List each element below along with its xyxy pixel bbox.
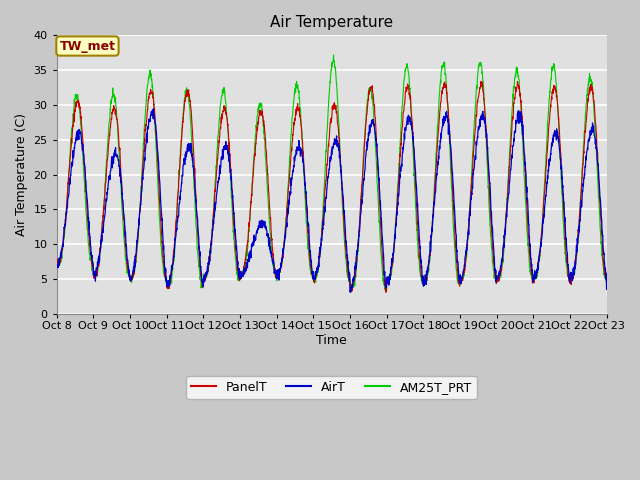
AM25T_PRT	[53, 262, 61, 268]
PanelT	[382, 289, 390, 295]
AirT	[150, 106, 157, 111]
PanelT	[348, 286, 355, 292]
AirT	[53, 263, 61, 269]
AM25T_PRT	[603, 276, 611, 281]
AirT	[492, 267, 500, 273]
Title: Air Temperature: Air Temperature	[270, 15, 393, 30]
PanelT	[360, 158, 367, 164]
AM25T_PRT	[206, 254, 214, 260]
AirT	[603, 287, 611, 292]
PanelT	[492, 274, 500, 280]
AirT	[207, 248, 214, 253]
AirT	[348, 284, 356, 290]
AM25T_PRT	[360, 150, 368, 156]
PanelT	[555, 116, 563, 122]
AirT	[360, 178, 368, 183]
PanelT	[53, 261, 61, 267]
PanelT	[570, 265, 577, 271]
AM25T_PRT	[570, 272, 577, 278]
Text: TW_met: TW_met	[60, 39, 115, 52]
Line: AM25T_PRT: AM25T_PRT	[57, 55, 607, 292]
X-axis label: Time: Time	[316, 334, 347, 347]
Line: AirT: AirT	[57, 108, 607, 292]
Y-axis label: Air Temperature (C): Air Temperature (C)	[15, 113, 28, 236]
AM25T_PRT	[555, 115, 563, 121]
AM25T_PRT	[347, 289, 355, 295]
Line: PanelT: PanelT	[57, 82, 607, 292]
AM25T_PRT	[492, 276, 500, 282]
AM25T_PRT	[348, 286, 356, 292]
AM25T_PRT	[330, 52, 337, 58]
PanelT	[477, 79, 485, 84]
Legend: PanelT, AirT, AM25T_PRT: PanelT, AirT, AM25T_PRT	[186, 376, 477, 399]
AirT	[570, 265, 577, 271]
AirT	[347, 289, 355, 295]
PanelT	[206, 252, 214, 257]
AirT	[555, 139, 563, 144]
PanelT	[603, 279, 611, 285]
